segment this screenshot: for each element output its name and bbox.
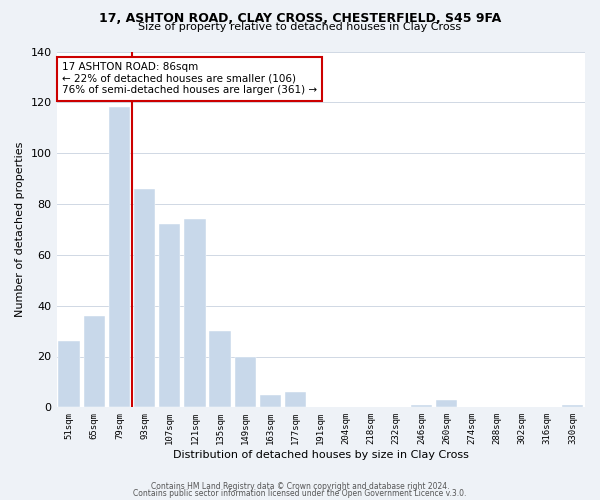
Text: Contains HM Land Registry data © Crown copyright and database right 2024.: Contains HM Land Registry data © Crown c… [151, 482, 449, 491]
Bar [285, 392, 307, 407]
X-axis label: Distribution of detached houses by size in Clay Cross: Distribution of detached houses by size … [173, 450, 469, 460]
Text: Size of property relative to detached houses in Clay Cross: Size of property relative to detached ho… [139, 22, 461, 32]
Bar [411, 405, 432, 407]
Bar [209, 331, 231, 407]
Bar [562, 405, 583, 407]
Bar [159, 224, 181, 408]
Bar [134, 188, 155, 408]
Bar [83, 316, 105, 408]
Bar [58, 341, 80, 407]
Bar [436, 400, 457, 407]
Bar [184, 219, 206, 408]
Text: Contains public sector information licensed under the Open Government Licence v.: Contains public sector information licen… [133, 489, 467, 498]
Bar [109, 108, 130, 408]
Bar [235, 356, 256, 408]
Bar [260, 394, 281, 407]
Y-axis label: Number of detached properties: Number of detached properties [15, 142, 25, 317]
Text: 17, ASHTON ROAD, CLAY CROSS, CHESTERFIELD, S45 9FA: 17, ASHTON ROAD, CLAY CROSS, CHESTERFIEL… [99, 12, 501, 26]
Text: 17 ASHTON ROAD: 86sqm
← 22% of detached houses are smaller (106)
76% of semi-det: 17 ASHTON ROAD: 86sqm ← 22% of detached … [62, 62, 317, 96]
